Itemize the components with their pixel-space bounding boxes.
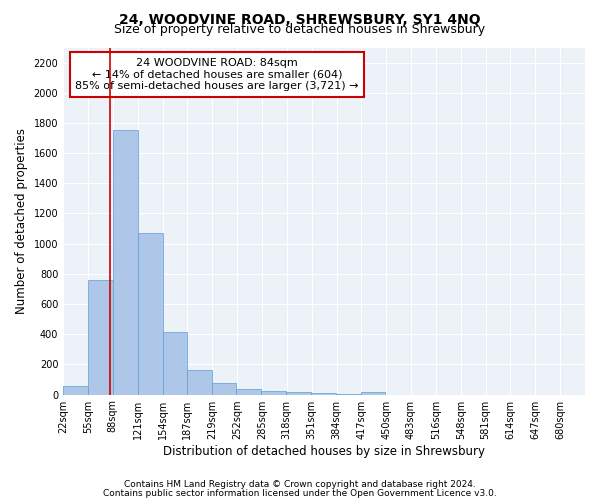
Text: 24, WOODVINE ROAD, SHREWSBURY, SY1 4NQ: 24, WOODVINE ROAD, SHREWSBURY, SY1 4NQ	[119, 12, 481, 26]
Bar	[187, 370, 212, 394]
Y-axis label: Number of detached properties: Number of detached properties	[15, 128, 28, 314]
Text: Contains public sector information licensed under the Open Government Licence v3: Contains public sector information licen…	[103, 488, 497, 498]
X-axis label: Distribution of detached houses by size in Shrewsbury: Distribution of detached houses by size …	[163, 444, 485, 458]
Bar	[311, 393, 336, 394]
Bar	[163, 332, 187, 394]
Bar	[113, 130, 138, 394]
Bar	[286, 392, 311, 394]
Bar	[63, 386, 88, 394]
Text: 24 WOODVINE ROAD: 84sqm
← 14% of detached houses are smaller (604)
85% of semi-d: 24 WOODVINE ROAD: 84sqm ← 14% of detache…	[76, 58, 359, 91]
Bar	[88, 280, 113, 394]
Bar	[361, 392, 385, 394]
Bar	[261, 391, 286, 394]
Text: Size of property relative to detached houses in Shrewsbury: Size of property relative to detached ho…	[115, 22, 485, 36]
Bar	[212, 382, 236, 394]
Bar	[236, 390, 261, 394]
Text: Contains HM Land Registry data © Crown copyright and database right 2024.: Contains HM Land Registry data © Crown c…	[124, 480, 476, 489]
Bar	[138, 233, 163, 394]
